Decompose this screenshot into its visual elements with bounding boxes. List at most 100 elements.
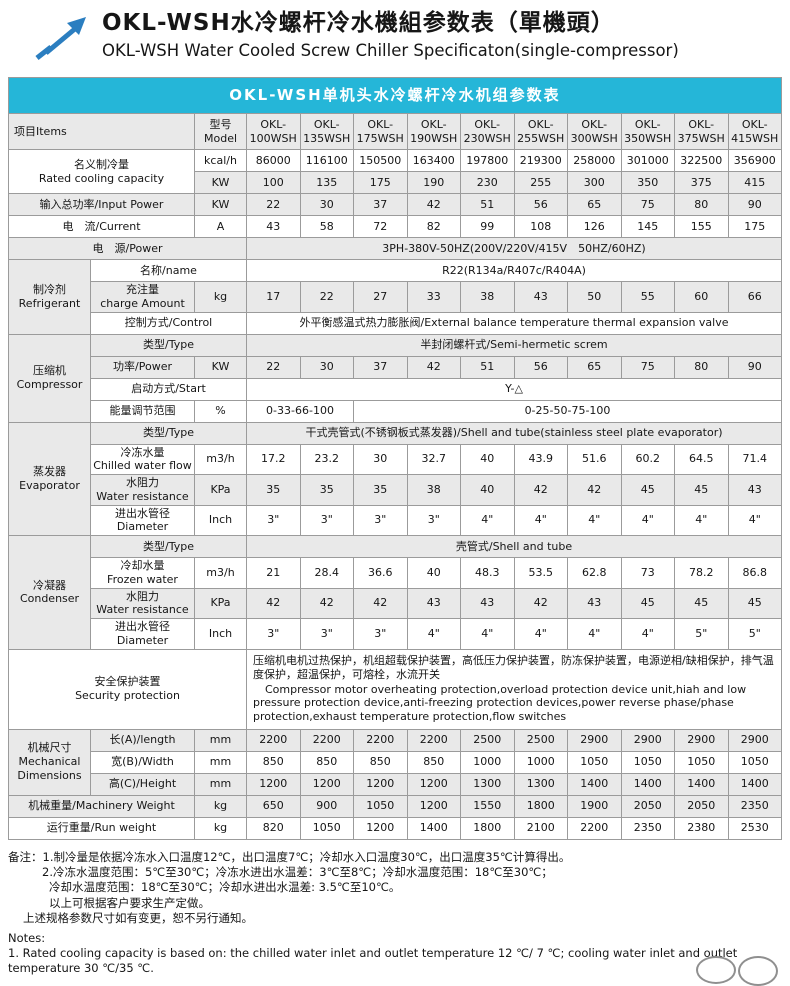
- value-cell: 175: [727, 215, 782, 238]
- value-cell: 30: [299, 193, 354, 216]
- value-cell: 45: [620, 587, 675, 619]
- value-cell: 2350: [620, 816, 675, 840]
- value-cell: 80: [674, 193, 729, 216]
- capacity-range-right: 0-25-50-75-100: [353, 399, 782, 423]
- value-cell: 42: [246, 587, 301, 619]
- value-cell: 60: [674, 281, 729, 313]
- value-cell: 650: [246, 794, 301, 818]
- value-cell: 163400: [406, 149, 461, 172]
- merged-value-control: 外平衡感温式热力膨胀阀/External balance temperature…: [246, 311, 782, 335]
- value-cell: 301000: [620, 149, 675, 172]
- table-row: 机械重量/Machinery Weight kg 650 900 1050 1200 1…: [8, 794, 782, 818]
- value-cell: 2200: [353, 728, 408, 752]
- value-cell: 1400: [567, 772, 622, 796]
- table-row: 电 流/Current A 43 58 72 82 99 108 126 145 155 175: [8, 215, 782, 238]
- value-cell: 175: [353, 171, 408, 194]
- table-row: 名义制冷量 Rated cooling capacity kcal/h 8600…: [8, 149, 782, 194]
- value-cell: 1050: [674, 750, 729, 774]
- value-cell: 56: [513, 355, 568, 379]
- note-line: 冷却水温度范围：18℃至30℃；冷却水进出水温差: 3.5℃至10℃。: [49, 880, 401, 895]
- value-cell: 51.6: [567, 443, 622, 475]
- table-row: OKL-WSH单机头水冷螺杆冷水机组参数表: [8, 77, 782, 114]
- value-cell: 35: [246, 474, 301, 506]
- notes-section: 备注：1.制冷量是依据冷冻水入口温度12℃，出口温度7℃；冷却水入口温度30℃，…: [8, 850, 790, 977]
- value-cell: 5": [727, 618, 782, 650]
- table-row: 能量调节范围 % 0-33-66-100 0-25-50-75-100: [8, 399, 782, 423]
- page-header: OKL-WSH水冷螺杆冷水機組参数表（單機頭） OKL-WSH Water Co…: [0, 0, 790, 61]
- unit-cell: Inch: [194, 504, 247, 536]
- value-cell: 1550: [460, 794, 515, 818]
- table-row: 安全保护装置 Security protection 压缩机电机过热保护，机组超…: [8, 648, 782, 730]
- row-label-width: 宽(B)/Width: [90, 750, 195, 774]
- model-header-cell: OKL- 135WSH: [299, 113, 354, 150]
- value-cell: 1200: [406, 772, 461, 796]
- decoration-circle: [738, 956, 778, 986]
- model-header-cell: OKL- 100WSH: [246, 113, 301, 150]
- value-cell: 255: [513, 171, 568, 194]
- value-cell: 17: [246, 281, 301, 313]
- value-cell: 4": [674, 504, 729, 536]
- row-label-control: 控制方式/Control: [90, 311, 247, 335]
- value-cell: 1900: [567, 794, 622, 818]
- value-cell: 230: [460, 171, 515, 194]
- merged-value-compressor-type: 半封闭螺杆式/Semi-hermetic screm: [246, 333, 782, 357]
- table-row: 水阻力 Water resistance KPa 35 35 35 38 40 42 42 4…: [8, 474, 782, 506]
- unit-cell: KW: [194, 171, 247, 194]
- value-cell: 155: [674, 215, 729, 238]
- table-row: 冷冻水量 Chilled water flow m3/h 17.2 23.2 30 3…: [8, 443, 782, 475]
- merged-value-power-supply: 3PH-380V-50HZ(200V/220V/415V 50HZ/60HZ): [246, 237, 782, 260]
- value-cell: 42: [567, 474, 622, 506]
- value-cell: 116100: [299, 149, 354, 172]
- value-cell: 4": [406, 618, 461, 650]
- value-cell: 45: [620, 474, 675, 506]
- table-row: 水阻力 Water resistance KPa 42 42 42 43 43 42 43 4…: [8, 587, 782, 619]
- value-cell: 2500: [460, 728, 515, 752]
- security-text-en: Compressor motor overheating protection,…: [253, 682, 747, 724]
- value-cell: 43: [406, 587, 461, 619]
- value-cell: 22: [246, 193, 301, 216]
- value-cell: 1200: [406, 794, 461, 818]
- row-label-current: 电 流/Current: [8, 215, 195, 238]
- value-cell: 1200: [246, 772, 301, 796]
- table-row: 充注量 charge Amount kg 17 22 27 33 38 43 50 55 60 6…: [8, 281, 782, 313]
- value-cell: 126: [567, 215, 622, 238]
- value-cell: 37: [353, 355, 408, 379]
- value-cell: 100: [246, 171, 301, 194]
- unit-cell: Inch: [194, 618, 247, 650]
- value-cell: 219300: [513, 149, 568, 172]
- value-cell: 43: [567, 587, 622, 619]
- value-cell: 2200: [299, 728, 354, 752]
- value-cell: 2500: [513, 728, 568, 752]
- security-text-zh: 压缩机电机过热保护，机组超载保护装置，高低压力保护装置，防冻保护装置，电源逆相/…: [253, 654, 774, 681]
- unit-cell: A: [194, 215, 247, 238]
- value-cell: 53.5: [513, 557, 568, 589]
- value-cell: 48.3: [460, 557, 515, 589]
- note-line: 上述规格参数尺寸如有变更，恕不另行通知。: [23, 911, 253, 926]
- unit-cell: mm: [194, 750, 247, 774]
- notes-en-label: Notes:: [8, 930, 46, 945]
- value-cell: 2050: [674, 794, 729, 818]
- value-cell: 4": [513, 618, 568, 650]
- value-cell: 60.2: [620, 443, 675, 475]
- security-protection-cell: 压缩机电机过热保护，机组超载保护装置，高低压力保护装置，防冻保护装置，电源逆相/…: [246, 648, 782, 730]
- note-line: 2.冷冻水温度范围：5℃至30℃；冷冻水进出水温差：3℃至8℃；冷却水温度范围：…: [42, 864, 553, 879]
- value-cell: 66: [727, 281, 782, 313]
- merged-value-start-mode: Y-△: [246, 377, 782, 401]
- value-cell: 3": [246, 618, 301, 650]
- value-cell: 30: [299, 355, 354, 379]
- table-row: 冷凝器 Condenser 类型/Type 壳管式/Shell and tube: [8, 535, 782, 650]
- unit-cell: %: [194, 399, 247, 423]
- value-cell: 4": [620, 504, 675, 536]
- value-cell: 2900: [567, 728, 622, 752]
- value-cell: 3": [406, 504, 461, 536]
- value-cell: 45: [674, 474, 729, 506]
- page-title-en: OKL-WSH Water Cooled Screw Chiller Speci…: [102, 40, 679, 60]
- value-cell: 55: [620, 281, 675, 313]
- value-cell: 40: [460, 474, 515, 506]
- row-label-chilled-water-flow: 冷冻水量 Chilled water flow: [90, 443, 195, 475]
- value-cell: 375: [674, 171, 729, 194]
- value-cell: 32.7: [406, 443, 461, 475]
- value-cell: 65: [567, 355, 622, 379]
- value-cell: 2050: [620, 794, 675, 818]
- value-cell: 3": [299, 618, 354, 650]
